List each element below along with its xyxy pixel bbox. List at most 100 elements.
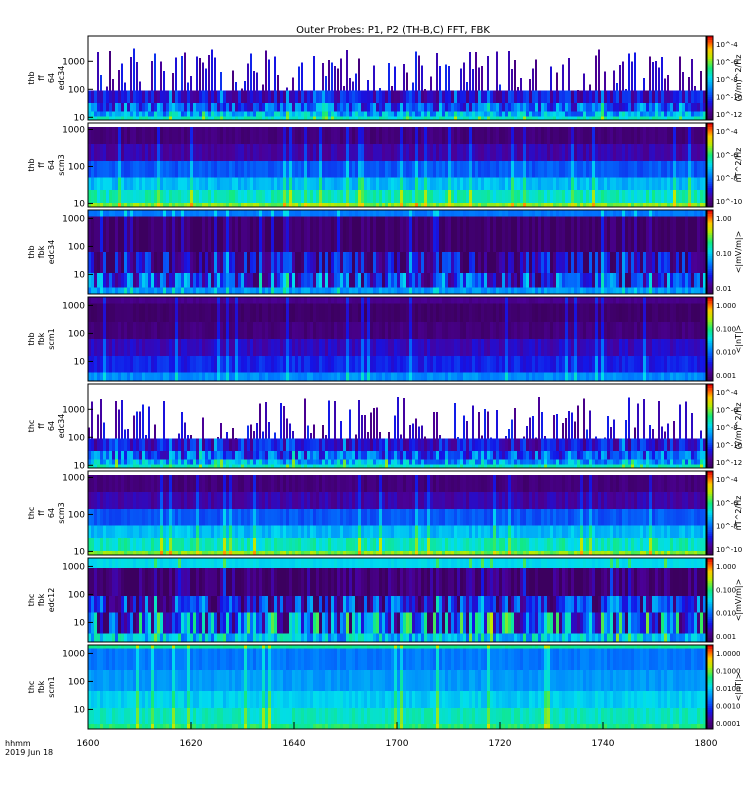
spectrogram-cell	[397, 116, 401, 120]
spectrogram-cell	[631, 202, 635, 207]
spectrogram-cell	[412, 339, 416, 356]
spectrogram-cell	[169, 303, 173, 323]
spectrogram-cell	[238, 177, 242, 191]
spectrogram-cell	[406, 177, 410, 191]
spectrogram-cell	[433, 190, 437, 203]
spectrogram-cell	[400, 322, 404, 339]
spectrogram-cell	[220, 103, 224, 112]
spectrogram-cell	[625, 287, 629, 294]
spectrogram-spike	[520, 77, 522, 91]
spectrogram-cell	[496, 202, 500, 207]
spectrogram-cell	[229, 111, 233, 117]
colorbar-segment	[707, 46, 713, 50]
spectrogram-cell	[199, 127, 203, 144]
spectrogram-cell	[250, 287, 254, 294]
spectrogram-cell	[121, 252, 125, 273]
colorbar-segment	[707, 137, 713, 141]
spectrogram-cell	[307, 216, 311, 252]
spectrogram-cell	[703, 287, 707, 294]
spectrogram-cell	[352, 287, 356, 294]
spectrogram-cell	[535, 103, 539, 112]
spectrogram-cell	[427, 252, 431, 273]
spectrogram-cell	[526, 103, 530, 112]
spectrogram-cell	[310, 116, 314, 120]
spectrogram-cell	[511, 355, 515, 373]
spectrogram-cell	[676, 210, 680, 217]
spectrogram-cell	[325, 111, 329, 117]
spectrogram-cell	[343, 252, 347, 273]
spectrogram-cell	[268, 297, 272, 304]
spectrogram-cell	[592, 144, 596, 161]
spectrogram-cell	[415, 322, 419, 339]
spectrogram-cell	[622, 216, 626, 252]
colorbar-segment	[707, 160, 713, 164]
spectrogram-spike	[250, 424, 252, 439]
spectrogram-cell	[226, 202, 230, 207]
spectrogram-cell	[145, 177, 149, 191]
spectrogram-cell	[253, 372, 257, 381]
spectrogram-cell	[652, 103, 656, 112]
spectrogram-cell	[220, 339, 224, 356]
spectrogram-cell	[379, 144, 383, 161]
spectrogram-cell	[583, 216, 587, 252]
y-tick-label: 1000	[62, 301, 85, 311]
spectrogram-spike	[199, 58, 201, 91]
spectrogram-cell	[592, 287, 596, 294]
spectrogram-cell	[235, 252, 239, 273]
spectrogram-cell	[574, 160, 578, 178]
spectrogram-cell	[235, 339, 239, 356]
spectrogram-cell	[196, 216, 200, 252]
spectrogram-cell	[580, 111, 584, 117]
spectrogram-cell	[88, 355, 92, 373]
spectrogram-cell	[505, 322, 509, 339]
colorbar-tick-label: 10^-6	[716, 151, 738, 159]
spectrogram-cell	[439, 144, 443, 161]
spectrogram-cell	[139, 144, 143, 161]
panel-label-line: edc34	[57, 66, 66, 91]
spectrogram-cell	[628, 216, 632, 252]
spectrogram-cell	[205, 303, 209, 323]
spectrogram-cell	[88, 116, 92, 120]
spectrogram-cell	[439, 190, 443, 203]
spectrogram-cell	[355, 297, 359, 304]
panel-label-line: thb	[27, 158, 36, 171]
spectrogram-cell	[334, 160, 338, 178]
spectrogram-cell	[502, 355, 506, 373]
spectrogram-cell	[376, 273, 380, 288]
spectrogram-cell	[538, 273, 542, 288]
spectrogram-cell	[127, 303, 131, 323]
spectrogram-cell	[193, 160, 197, 178]
spectrogram-cell	[655, 190, 659, 203]
spectrogram-cell	[460, 90, 464, 104]
spectrogram-cell	[184, 322, 188, 339]
spectrogram-spike	[403, 63, 405, 91]
spectrogram-cell	[265, 355, 269, 373]
spectrogram-cell	[370, 177, 374, 191]
spectrogram-cell	[337, 160, 341, 178]
spectrogram-cell	[493, 297, 497, 304]
spectrogram-cell	[385, 303, 389, 323]
spectrogram-cell	[454, 127, 458, 144]
spectrogram-cell	[547, 216, 551, 252]
spectrogram-cell	[349, 216, 353, 252]
spectrogram-cell	[298, 303, 302, 323]
spectrogram-cell	[598, 127, 602, 144]
spectrogram-cell	[547, 210, 551, 217]
spectrogram-cell	[436, 297, 440, 304]
spectrogram-spike	[556, 72, 558, 91]
spectrogram-cell	[253, 127, 257, 144]
spectrogram-spike	[517, 87, 519, 91]
spectrogram-cell	[295, 144, 299, 161]
spectrogram-cell	[397, 355, 401, 373]
spectrogram-cell	[223, 339, 227, 356]
spectrogram-cell	[406, 355, 410, 373]
spectrogram-cell	[94, 177, 98, 191]
spectrogram-cell	[277, 190, 281, 203]
spectrogram-cell	[373, 127, 377, 144]
colorbar-segment	[707, 194, 713, 197]
spectrogram-cell	[703, 202, 707, 207]
spectrogram-cell	[280, 177, 284, 191]
spectrogram-cell	[232, 297, 236, 304]
spectrogram-cell	[433, 355, 437, 373]
spectrogram-cell	[631, 177, 635, 191]
